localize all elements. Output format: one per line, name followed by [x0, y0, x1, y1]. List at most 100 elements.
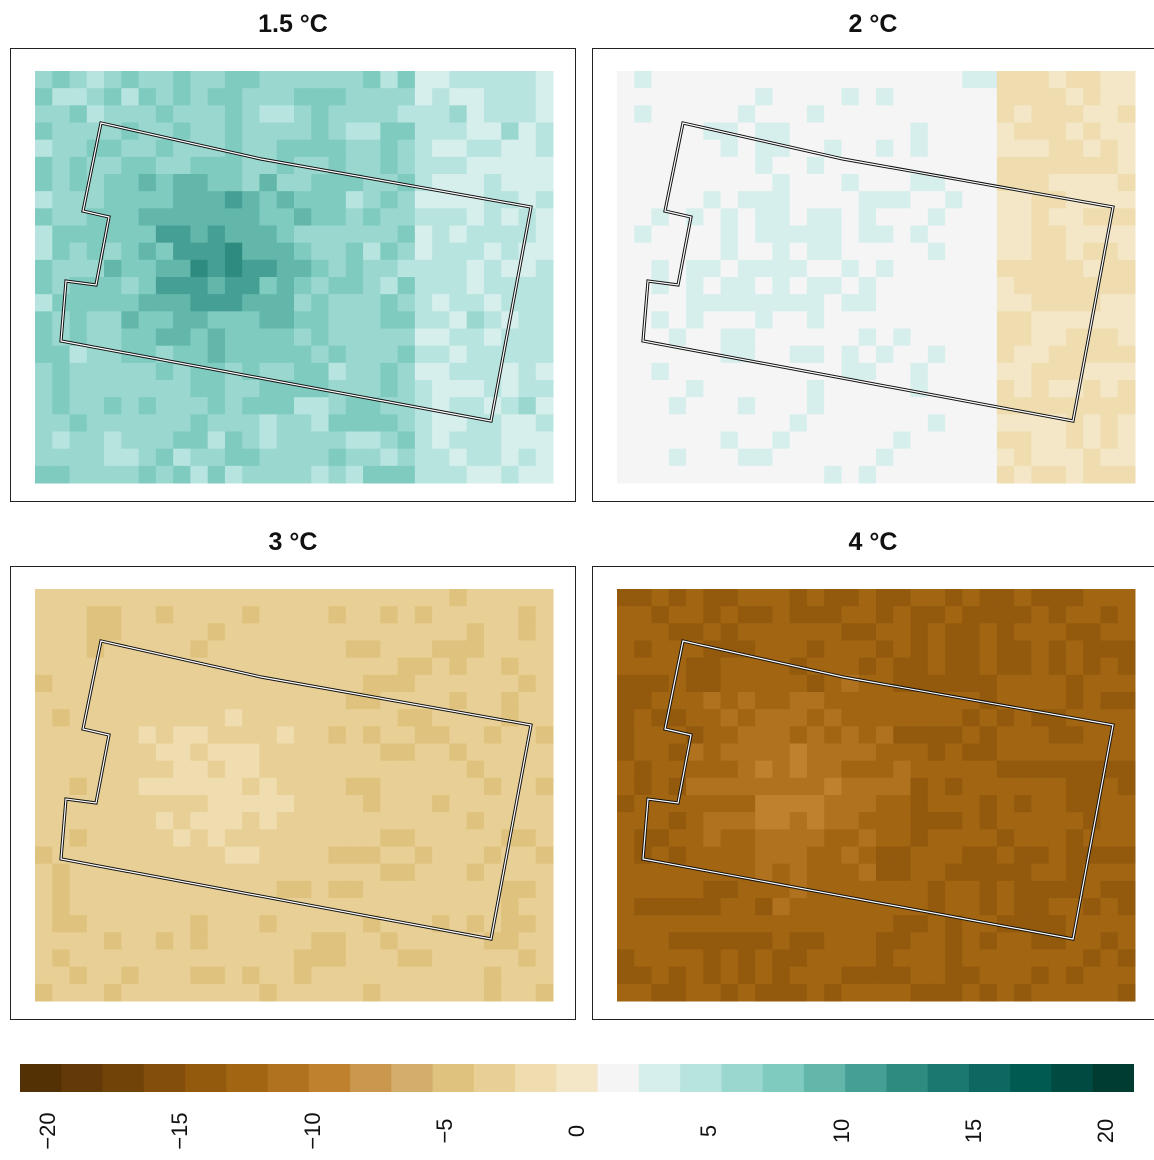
map-cell: [52, 208, 71, 226]
map-cell: [52, 414, 71, 432]
map-cell: [1065, 812, 1084, 830]
map-cell: [755, 812, 773, 830]
map-cell: [86, 225, 105, 244]
map-cell: [518, 812, 537, 830]
map-cell: [363, 139, 381, 158]
map-cell: [207, 846, 226, 865]
map-cell: [294, 465, 312, 484]
map-cell: [432, 674, 450, 693]
map-cell: [207, 692, 226, 710]
map-cell: [962, 812, 981, 830]
map-cell: [1014, 328, 1032, 347]
map-cell: [876, 311, 894, 329]
map-cell: [173, 829, 191, 847]
map-cell: [876, 380, 894, 398]
map-cell: [121, 242, 140, 261]
map-cell: [86, 623, 105, 641]
map-cell: [207, 242, 226, 261]
map-cell: [651, 242, 670, 261]
map-cell: [363, 259, 381, 278]
map-cell: [276, 105, 295, 123]
map-cell: [466, 294, 485, 312]
map-cell: [617, 949, 635, 968]
map-cell: [397, 760, 416, 779]
map-cell: [69, 966, 88, 985]
map-cell: [380, 294, 399, 312]
map-cell: [138, 589, 157, 607]
map-cell: [518, 966, 537, 985]
map-cell: [962, 743, 981, 762]
map-cell: [397, 863, 416, 882]
map-cell: [962, 88, 981, 106]
map-cell: [772, 898, 791, 916]
map-cell: [703, 966, 722, 985]
map-cell: [35, 709, 53, 727]
map-cell: [449, 777, 468, 796]
map-cell: [501, 242, 519, 261]
map-cell: [720, 208, 739, 226]
map-cell: [737, 760, 756, 779]
map-cell: [617, 777, 635, 796]
map-cell: [910, 259, 929, 278]
map-cell: [138, 328, 157, 347]
map-cell: [242, 846, 260, 865]
map-cell: [311, 259, 330, 278]
map-cell: [397, 966, 416, 985]
map-cell: [755, 105, 773, 123]
map-cell: [294, 448, 312, 467]
map-cell: [755, 397, 773, 415]
map-cell: [363, 777, 381, 796]
map-cell: [328, 966, 347, 985]
map-cell: [962, 156, 981, 175]
map-cell: [737, 812, 756, 830]
map-cell: [224, 674, 243, 693]
map-cell: [35, 277, 53, 295]
map-cell: [945, 277, 963, 295]
map-cell: [311, 606, 330, 624]
map-cell: [927, 431, 946, 450]
map-cell: [737, 208, 756, 226]
map-cell: [328, 88, 347, 106]
map-cell: [328, 657, 347, 676]
map-cell: [772, 812, 791, 830]
map-cell: [207, 328, 226, 347]
map-cell: [483, 174, 502, 192]
map-cell: [328, 640, 347, 659]
map-cell: [1048, 777, 1067, 796]
map-cell: [363, 966, 381, 985]
map-cell: [703, 932, 722, 950]
map-cell: [1048, 311, 1067, 329]
map-cell: [1117, 311, 1136, 329]
map-cell: [910, 777, 929, 796]
map-cell: [466, 208, 485, 226]
map-cell: [242, 414, 260, 432]
map-cell: [979, 846, 998, 865]
map-cell: [772, 623, 791, 641]
map-cell: [104, 225, 122, 244]
map-cell: [824, 88, 842, 106]
map-cell: [190, 966, 209, 985]
map-cell: [345, 362, 364, 381]
map-cell: [121, 156, 140, 175]
map-cell: [979, 966, 998, 985]
map-cell: [466, 105, 485, 123]
map-cell: [876, 709, 894, 727]
map-cell: [173, 863, 191, 882]
map-cell: [1048, 71, 1067, 89]
map-cell: [1014, 777, 1032, 796]
map-cell: [380, 709, 399, 727]
map-cell: [858, 448, 877, 467]
map-cell: [945, 362, 963, 381]
map-cell: [535, 674, 554, 693]
map-cell: [789, 709, 808, 727]
map-cell: [207, 812, 226, 830]
map-cell: [207, 448, 226, 467]
map-cell: [617, 294, 635, 312]
map-cell: [501, 414, 519, 432]
map-cell: [962, 898, 981, 916]
map-cell: [755, 692, 773, 710]
map-cell: [927, 606, 946, 624]
map-cell: [414, 465, 433, 484]
map-cell: [634, 949, 653, 968]
map-cell: [1014, 277, 1032, 295]
